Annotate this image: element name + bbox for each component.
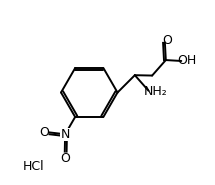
Text: HCl: HCl bbox=[23, 160, 45, 173]
Text: O: O bbox=[40, 126, 49, 139]
Text: O: O bbox=[162, 34, 172, 47]
Text: NH₂: NH₂ bbox=[144, 85, 167, 97]
Text: N: N bbox=[60, 128, 70, 141]
Text: OH: OH bbox=[177, 54, 196, 67]
Text: O: O bbox=[60, 152, 70, 165]
